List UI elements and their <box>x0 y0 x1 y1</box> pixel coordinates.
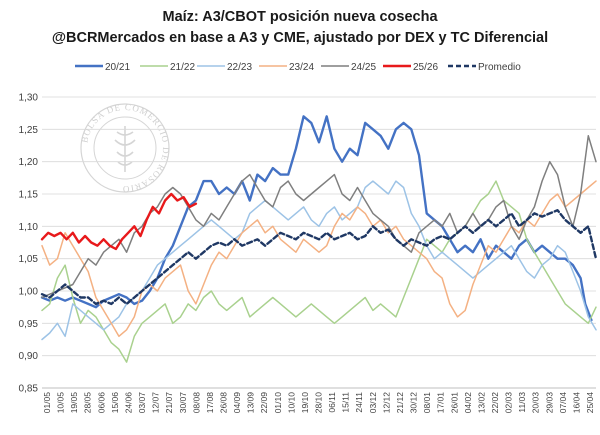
x-tick-label: 30/07 <box>178 392 188 414</box>
x-tick-label: 24/06 <box>123 392 133 414</box>
series-line-25-26 <box>40 192 198 251</box>
y-tick-label: 0,95 <box>19 319 39 330</box>
watermark-seal: BOLSA DE COMERCIO DE ROSARIO <box>79 102 170 194</box>
x-tick-label: 21/12 <box>395 392 405 414</box>
x-tick-label: 13/02 <box>476 392 486 414</box>
x-tick-label: 26/08 <box>218 392 228 414</box>
legend-label: 21/22 <box>170 62 195 73</box>
x-tick-label: 04/09 <box>232 392 242 414</box>
x-tick-label: 30/12 <box>409 392 419 414</box>
legend-label: 22/23 <box>227 62 252 73</box>
x-tick-label: 15/06 <box>110 392 120 414</box>
y-tick-label: 1,30 <box>19 93 39 104</box>
x-tick-label: 12/12 <box>381 392 391 414</box>
y-tick-label: 0,85 <box>19 384 39 395</box>
x-tick-label: 03/07 <box>137 392 147 414</box>
series-line-23-24 <box>41 180 597 338</box>
x-tick-label: 01/10 <box>273 392 283 414</box>
x-tick-label: 24/11 <box>354 392 364 413</box>
x-tick-label: 02/03 <box>504 392 514 414</box>
y-tick-label: 1,05 <box>19 254 39 265</box>
y-tick-label: 1,20 <box>19 157 39 168</box>
series-line-22-23 <box>41 180 597 341</box>
chart-title: Maíz: A3/CBOT posición nueva cosecha <box>162 9 438 25</box>
x-tick-label: 01/05 <box>42 392 52 414</box>
legend: 20/21 21/22 22/23 23/24 24/25 25/26 Promedio <box>75 62 521 73</box>
y-tick-label: 0,90 <box>19 351 39 362</box>
y-axis: 0,85 0,90 0,95 1,00 1,05 1,10 1,15 1,20 1,25 1,30 <box>19 93 39 395</box>
x-tick-label: 08/08 <box>191 392 201 414</box>
y-tick-label: 1,15 <box>19 190 39 201</box>
x-tick-label: 20/03 <box>531 392 541 414</box>
x-tick-label: 19/05 <box>69 392 79 414</box>
legend-label: Promedio <box>478 62 521 73</box>
legend-label: 25/26 <box>413 62 438 73</box>
x-tick-label: 12/07 <box>151 392 161 414</box>
x-tick-label: 15/11 <box>341 392 351 413</box>
x-tick-label: 26/01 <box>449 392 459 414</box>
legend-label: 23/24 <box>289 62 314 73</box>
x-tick-label: 21/07 <box>164 392 174 414</box>
series-group <box>40 115 598 363</box>
x-axis: 01/05 10/05 19/05 28/05 06/06 15/06 24/06 03/07… <box>42 387 596 414</box>
y-tick-label: 1,00 <box>19 287 39 298</box>
x-tick-label: 11/03 <box>517 392 527 413</box>
x-tick-label: 29/03 <box>544 392 554 414</box>
x-tick-label: 16/04 <box>571 392 581 414</box>
x-tick-label: 19/10 <box>300 392 310 414</box>
caduceus-icon <box>114 126 136 172</box>
x-tick-label: 22/09 <box>259 392 269 414</box>
x-tick-label: 22/02 <box>490 392 500 414</box>
x-tick-label: 25/04 <box>585 392 595 414</box>
series-line-24-25 <box>41 135 597 299</box>
x-tick-label: 03/12 <box>368 392 378 414</box>
chart-subtitle: @BCRMercados en base a A3 y CME, ajustad… <box>52 30 548 46</box>
series-line-21-22 <box>41 180 597 363</box>
x-tick-label: 28/10 <box>314 392 324 414</box>
legend-label: 24/25 <box>351 62 376 73</box>
series-line-promedio <box>40 209 598 306</box>
x-tick-label: 06/06 <box>96 392 106 414</box>
x-tick-label: 06/11 <box>327 392 337 413</box>
x-tick-label: 17/08 <box>205 392 215 414</box>
y-tick-label: 1,10 <box>19 222 39 233</box>
legend-label: 20/21 <box>105 62 130 73</box>
y-tick-label: 1,25 <box>19 125 39 136</box>
x-tick-label: 07/04 <box>558 392 568 414</box>
x-tick-label: 08/01 <box>422 392 432 414</box>
x-tick-label: 10/10 <box>286 392 296 414</box>
x-tick-label: 10/05 <box>56 392 66 414</box>
x-tick-label: 13/09 <box>246 392 256 414</box>
x-tick-label: 17/01 <box>436 392 446 414</box>
x-tick-label: 28/05 <box>83 392 93 414</box>
x-tick-label: 04/02 <box>463 392 473 414</box>
